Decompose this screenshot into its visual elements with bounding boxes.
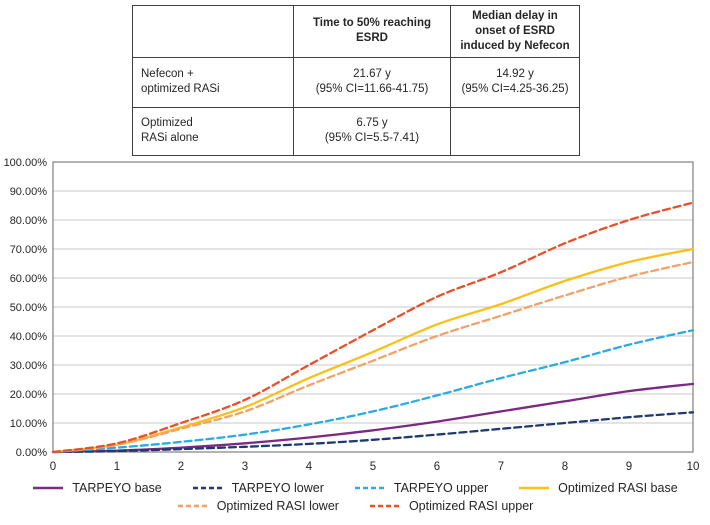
x-tick-label: 9 xyxy=(626,461,632,473)
plot-border xyxy=(52,161,694,453)
header-median-delay-line1: Median delay in onset of ESRD xyxy=(472,10,558,37)
legend-swatch-dashed xyxy=(354,486,385,490)
legend-swatch-dashed xyxy=(192,486,223,490)
header-median-delay-line2: induced by Nefecon xyxy=(460,39,570,52)
legend-swatch-solid xyxy=(33,486,64,490)
line-chart-svg: 100.00%90.00%80.00%70.00%60.00%50.00%40.… xyxy=(4,157,700,473)
delay-value: 14.92 y xyxy=(496,68,534,81)
legend-item-optimized-rasi-lower: Optimized RASI lower xyxy=(177,499,339,513)
series-line-optimized-rasi-lower xyxy=(51,260,695,454)
legend-item-tarpeyo-upper: TARPEYO upper xyxy=(354,481,488,495)
chart-legend: TARPEYO base TARPEYO lower TARPEYO upper Op… xyxy=(0,481,710,513)
x-tick-label: 8 xyxy=(562,461,568,473)
time-ci: (95% CI=11.66-41.75) xyxy=(315,83,429,96)
x-tick-label: 10 xyxy=(687,461,700,473)
legend-row: Optimized RASI lower Optimized RASI upper xyxy=(177,499,533,513)
legend-item-tarpeyo-lower: TARPEYO lower xyxy=(192,481,324,495)
y-tick-label: 10.00% xyxy=(10,418,48,430)
row-label-rasi-alone: Optimized RASi alone xyxy=(132,106,294,156)
row-label-line: Optimized xyxy=(141,117,193,130)
y-tick-label: 30.00% xyxy=(10,360,48,372)
legend-label: Optimized RASI base xyxy=(558,481,678,495)
nefecon-time-cell: 21.67 y (95% CI=11.66-41.75) xyxy=(293,56,451,108)
rasi-time-cell: 6.75 y (95% CI=5.5-7.41) xyxy=(293,106,451,156)
y-tick-label: 40.00% xyxy=(10,331,48,343)
table-row-rasi-alone: Optimized RASi alone 6.75 y (95% CI=5.5-… xyxy=(132,106,580,156)
legend-label: Optimized RASI upper xyxy=(408,499,534,513)
y-tick-label: 60.00% xyxy=(10,273,48,285)
x-tick-label: 2 xyxy=(178,461,184,473)
y-tick-label: 100.00% xyxy=(4,157,48,169)
y-tick-label: 50.00% xyxy=(10,302,48,314)
x-tick-label: 0 xyxy=(50,461,56,473)
table-row-nefecon: Nefecon + optimized RASi 21.67 y (95% CI… xyxy=(132,56,580,108)
header-time-to-esrd: Time to 50% reaching ESRD xyxy=(293,5,451,58)
legend-swatch-solid xyxy=(519,486,550,490)
y-tick-label: 0.00% xyxy=(16,447,47,459)
y-tick-label: 90.00% xyxy=(10,186,48,198)
header-median-delay: Median delay in onset of ESRD induced by… xyxy=(450,5,580,58)
row-label-line: Nefecon + xyxy=(141,68,194,81)
delay-ci: (95% CI=4.25-36.25) xyxy=(461,83,569,96)
x-tick-label: 5 xyxy=(370,461,376,473)
rasi-delay-cell xyxy=(450,106,580,156)
header-empty-cell xyxy=(132,5,294,58)
table-header-row: Time to 50% reaching ESRD Median delay i… xyxy=(132,5,580,58)
series-line-tarpeyo-base xyxy=(51,382,695,454)
y-tick-label: 20.00% xyxy=(10,389,48,401)
legend-item-optimized-rasi-upper: Optimized RASI upper xyxy=(369,499,533,513)
legend-row: TARPEYO base TARPEYO lower TARPEYO upper Op… xyxy=(32,481,678,495)
row-label-line: optimized RASi xyxy=(141,83,220,96)
legend-swatch-dashed xyxy=(369,504,400,508)
esrd-summary-table: Time to 50% reaching ESRD Median delay i… xyxy=(132,5,580,156)
legend-label: Optimized RASI lower xyxy=(216,499,339,513)
y-tick-label: 80.00% xyxy=(10,215,48,227)
time-ci: (95% CI=5.5-7.41) xyxy=(324,132,420,145)
time-value: 21.67 y xyxy=(353,68,391,81)
nefecon-delay-cell: 14.92 y (95% CI=4.25-36.25) xyxy=(450,56,580,108)
legend-item-optimized-rasi-base: Optimized RASI base xyxy=(518,481,678,495)
series-line-tarpeyo-lower xyxy=(51,411,695,454)
series-line-optimized-rasi-base xyxy=(51,247,695,454)
x-tick-label: 7 xyxy=(498,461,504,473)
legend-label: TARPEYO base xyxy=(72,481,162,495)
legend-swatch-dashed xyxy=(177,504,208,508)
row-label-line: RASi alone xyxy=(141,132,199,145)
legend-item-tarpeyo-base: TARPEYO base xyxy=(32,481,162,495)
series-line-tarpeyo-upper xyxy=(51,329,695,454)
legend-label: TARPEYO upper xyxy=(393,481,489,495)
time-value: 6.75 y xyxy=(356,117,388,130)
series-line-optimized-rasi-upper xyxy=(51,201,695,454)
x-tick-label: 3 xyxy=(242,461,248,473)
y-tick-label: 70.00% xyxy=(10,244,48,256)
x-tick-label: 1 xyxy=(114,461,120,473)
legend-label: TARPEYO lower xyxy=(231,481,324,495)
x-tick-label: 4 xyxy=(306,461,313,473)
x-tick-label: 6 xyxy=(434,461,440,473)
row-label-nefecon: Nefecon + optimized RASi xyxy=(132,56,294,108)
esrd-projection-chart: 100.00% 90.00% 80.00% 70.00% 60.00% 50.00% 40.… xyxy=(0,155,710,480)
